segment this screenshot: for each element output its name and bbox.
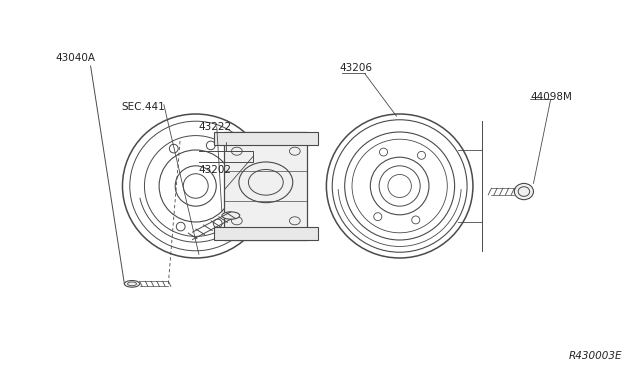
Text: SEC.441: SEC.441 <box>121 102 165 112</box>
Bar <box>214 132 317 145</box>
Text: R430003E: R430003E <box>569 352 623 361</box>
Bar <box>225 132 307 240</box>
Text: 43040A: 43040A <box>56 54 95 63</box>
Ellipse shape <box>124 280 140 287</box>
Text: 43222: 43222 <box>199 122 232 132</box>
Text: 43206: 43206 <box>339 62 372 73</box>
Text: 43202: 43202 <box>199 165 232 175</box>
Ellipse shape <box>515 183 534 200</box>
Ellipse shape <box>222 212 240 219</box>
Bar <box>214 227 317 240</box>
Text: 44098M: 44098M <box>531 92 572 102</box>
